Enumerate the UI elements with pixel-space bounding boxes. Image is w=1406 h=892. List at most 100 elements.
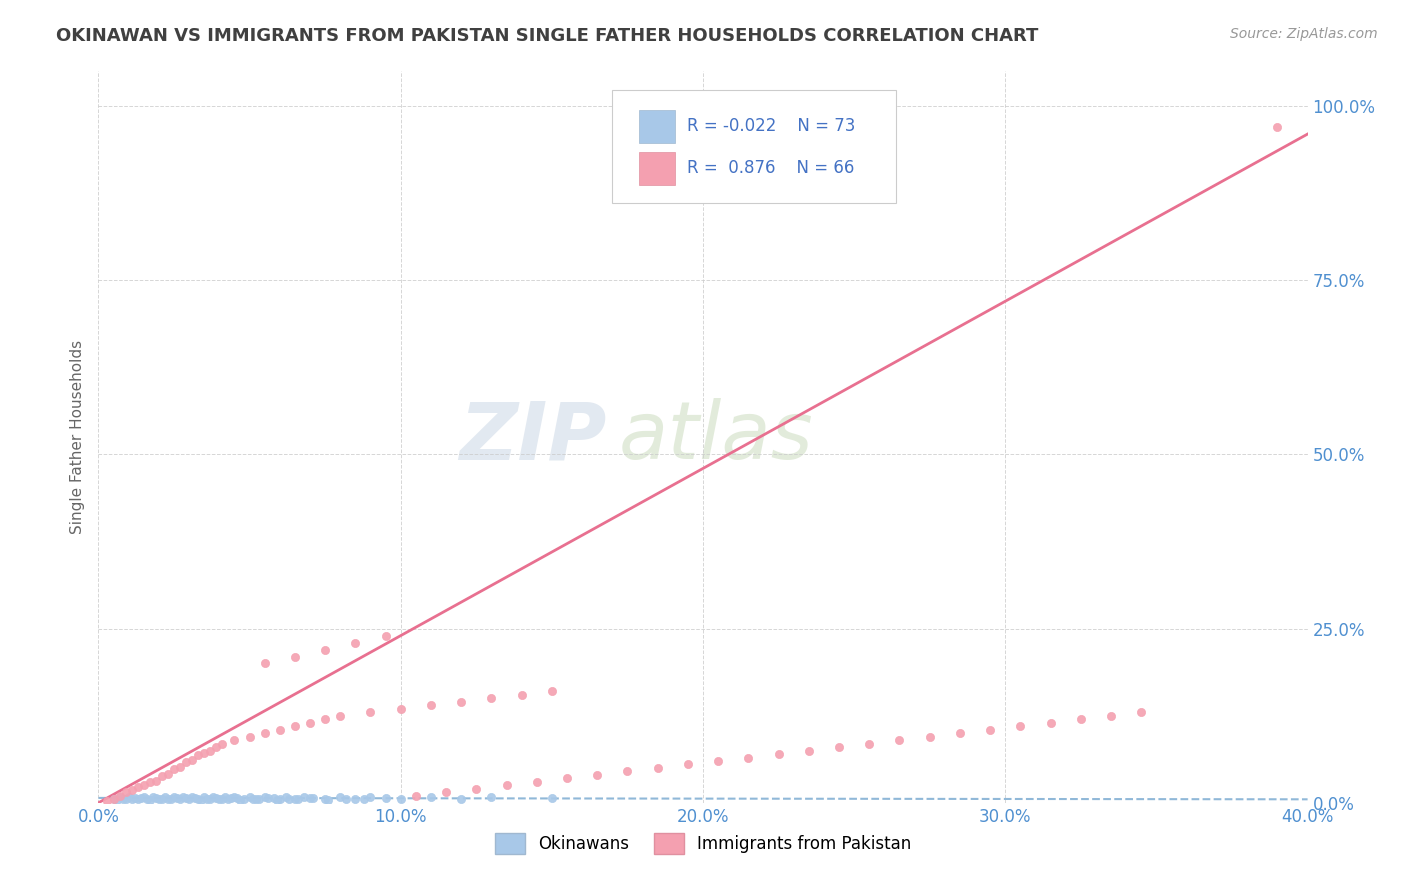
Point [344,791,367,805]
Point [150,769,173,783]
Point [190,793,212,807]
Point [329,790,352,805]
Point [374,791,396,805]
Point [132,790,155,805]
Point [949,726,972,740]
Point [139,793,162,807]
Point [335,791,357,805]
Point [1010,719,1032,733]
Text: atlas: atlas [619,398,813,476]
Point [360,705,382,719]
Point [163,789,186,804]
Point [828,740,851,755]
Point [127,792,149,806]
Point [145,791,167,805]
Point [114,791,136,805]
Point [229,793,252,807]
Point [127,780,149,795]
Point [148,792,170,806]
Point [266,793,288,807]
Point [299,791,322,805]
Point [156,791,179,805]
Point [202,789,225,804]
Point [360,789,382,804]
Point [389,702,412,716]
Point [205,791,228,805]
Text: OKINAWAN VS IMMIGRANTS FROM PAKISTAN SINGLE FATHER HOUSEHOLDS CORRELATION CHART: OKINAWAN VS IMMIGRANTS FROM PAKISTAN SIN… [56,27,1039,45]
Point [132,778,155,792]
Point [172,790,194,805]
Point [737,750,759,764]
Point [353,792,375,806]
Point [169,759,191,773]
Point [96,794,118,808]
Point [1039,715,1062,730]
Point [239,730,262,744]
Point [797,743,820,757]
Point [263,791,285,805]
Text: Source: ZipAtlas.com: Source: ZipAtlas.com [1230,27,1378,41]
Point [187,792,209,806]
FancyBboxPatch shape [638,152,675,185]
Point [647,761,669,775]
Point [181,789,204,804]
Point [163,763,186,777]
Point [434,785,457,799]
Point [184,791,207,805]
Point [121,792,143,806]
Point [284,791,307,805]
Point [226,791,249,805]
Point [193,746,215,760]
Point [329,708,352,723]
Point [103,792,125,806]
Point [253,657,276,671]
Point [160,792,183,806]
Text: R =  0.876    N = 66: R = 0.876 N = 66 [688,159,855,177]
Point [105,793,128,807]
Point [420,698,443,713]
Point [510,688,533,702]
Point [481,789,503,804]
Point [314,712,336,726]
Point [1070,712,1092,726]
Point [103,792,125,806]
Point [129,791,152,805]
Point [232,792,254,806]
Point [211,792,233,806]
Point [450,791,472,805]
Point [918,730,941,744]
Point [302,791,325,805]
Point [616,764,638,779]
Point [135,791,157,805]
Point [889,733,911,747]
Point [224,733,246,747]
Point [145,773,167,788]
Point [979,723,1001,737]
Point [269,792,291,806]
Point [284,649,307,664]
Point [224,789,246,804]
Point [465,781,488,796]
Point [858,737,880,751]
Point [707,754,730,768]
Y-axis label: Single Father Households: Single Father Households [69,340,84,534]
Point [156,766,179,780]
Point [768,747,790,761]
FancyBboxPatch shape [613,90,897,203]
Point [208,792,231,806]
Point [174,756,197,770]
Point [169,792,191,806]
Point [174,791,197,805]
Point [287,792,309,806]
Point [181,753,204,767]
Point [314,792,336,806]
Point [214,790,236,805]
Point [540,791,562,805]
Point [118,789,141,804]
Point [200,791,222,805]
Point [269,723,291,737]
Point [420,790,443,805]
Point [450,695,472,709]
Point [299,715,322,730]
Point [200,743,222,757]
